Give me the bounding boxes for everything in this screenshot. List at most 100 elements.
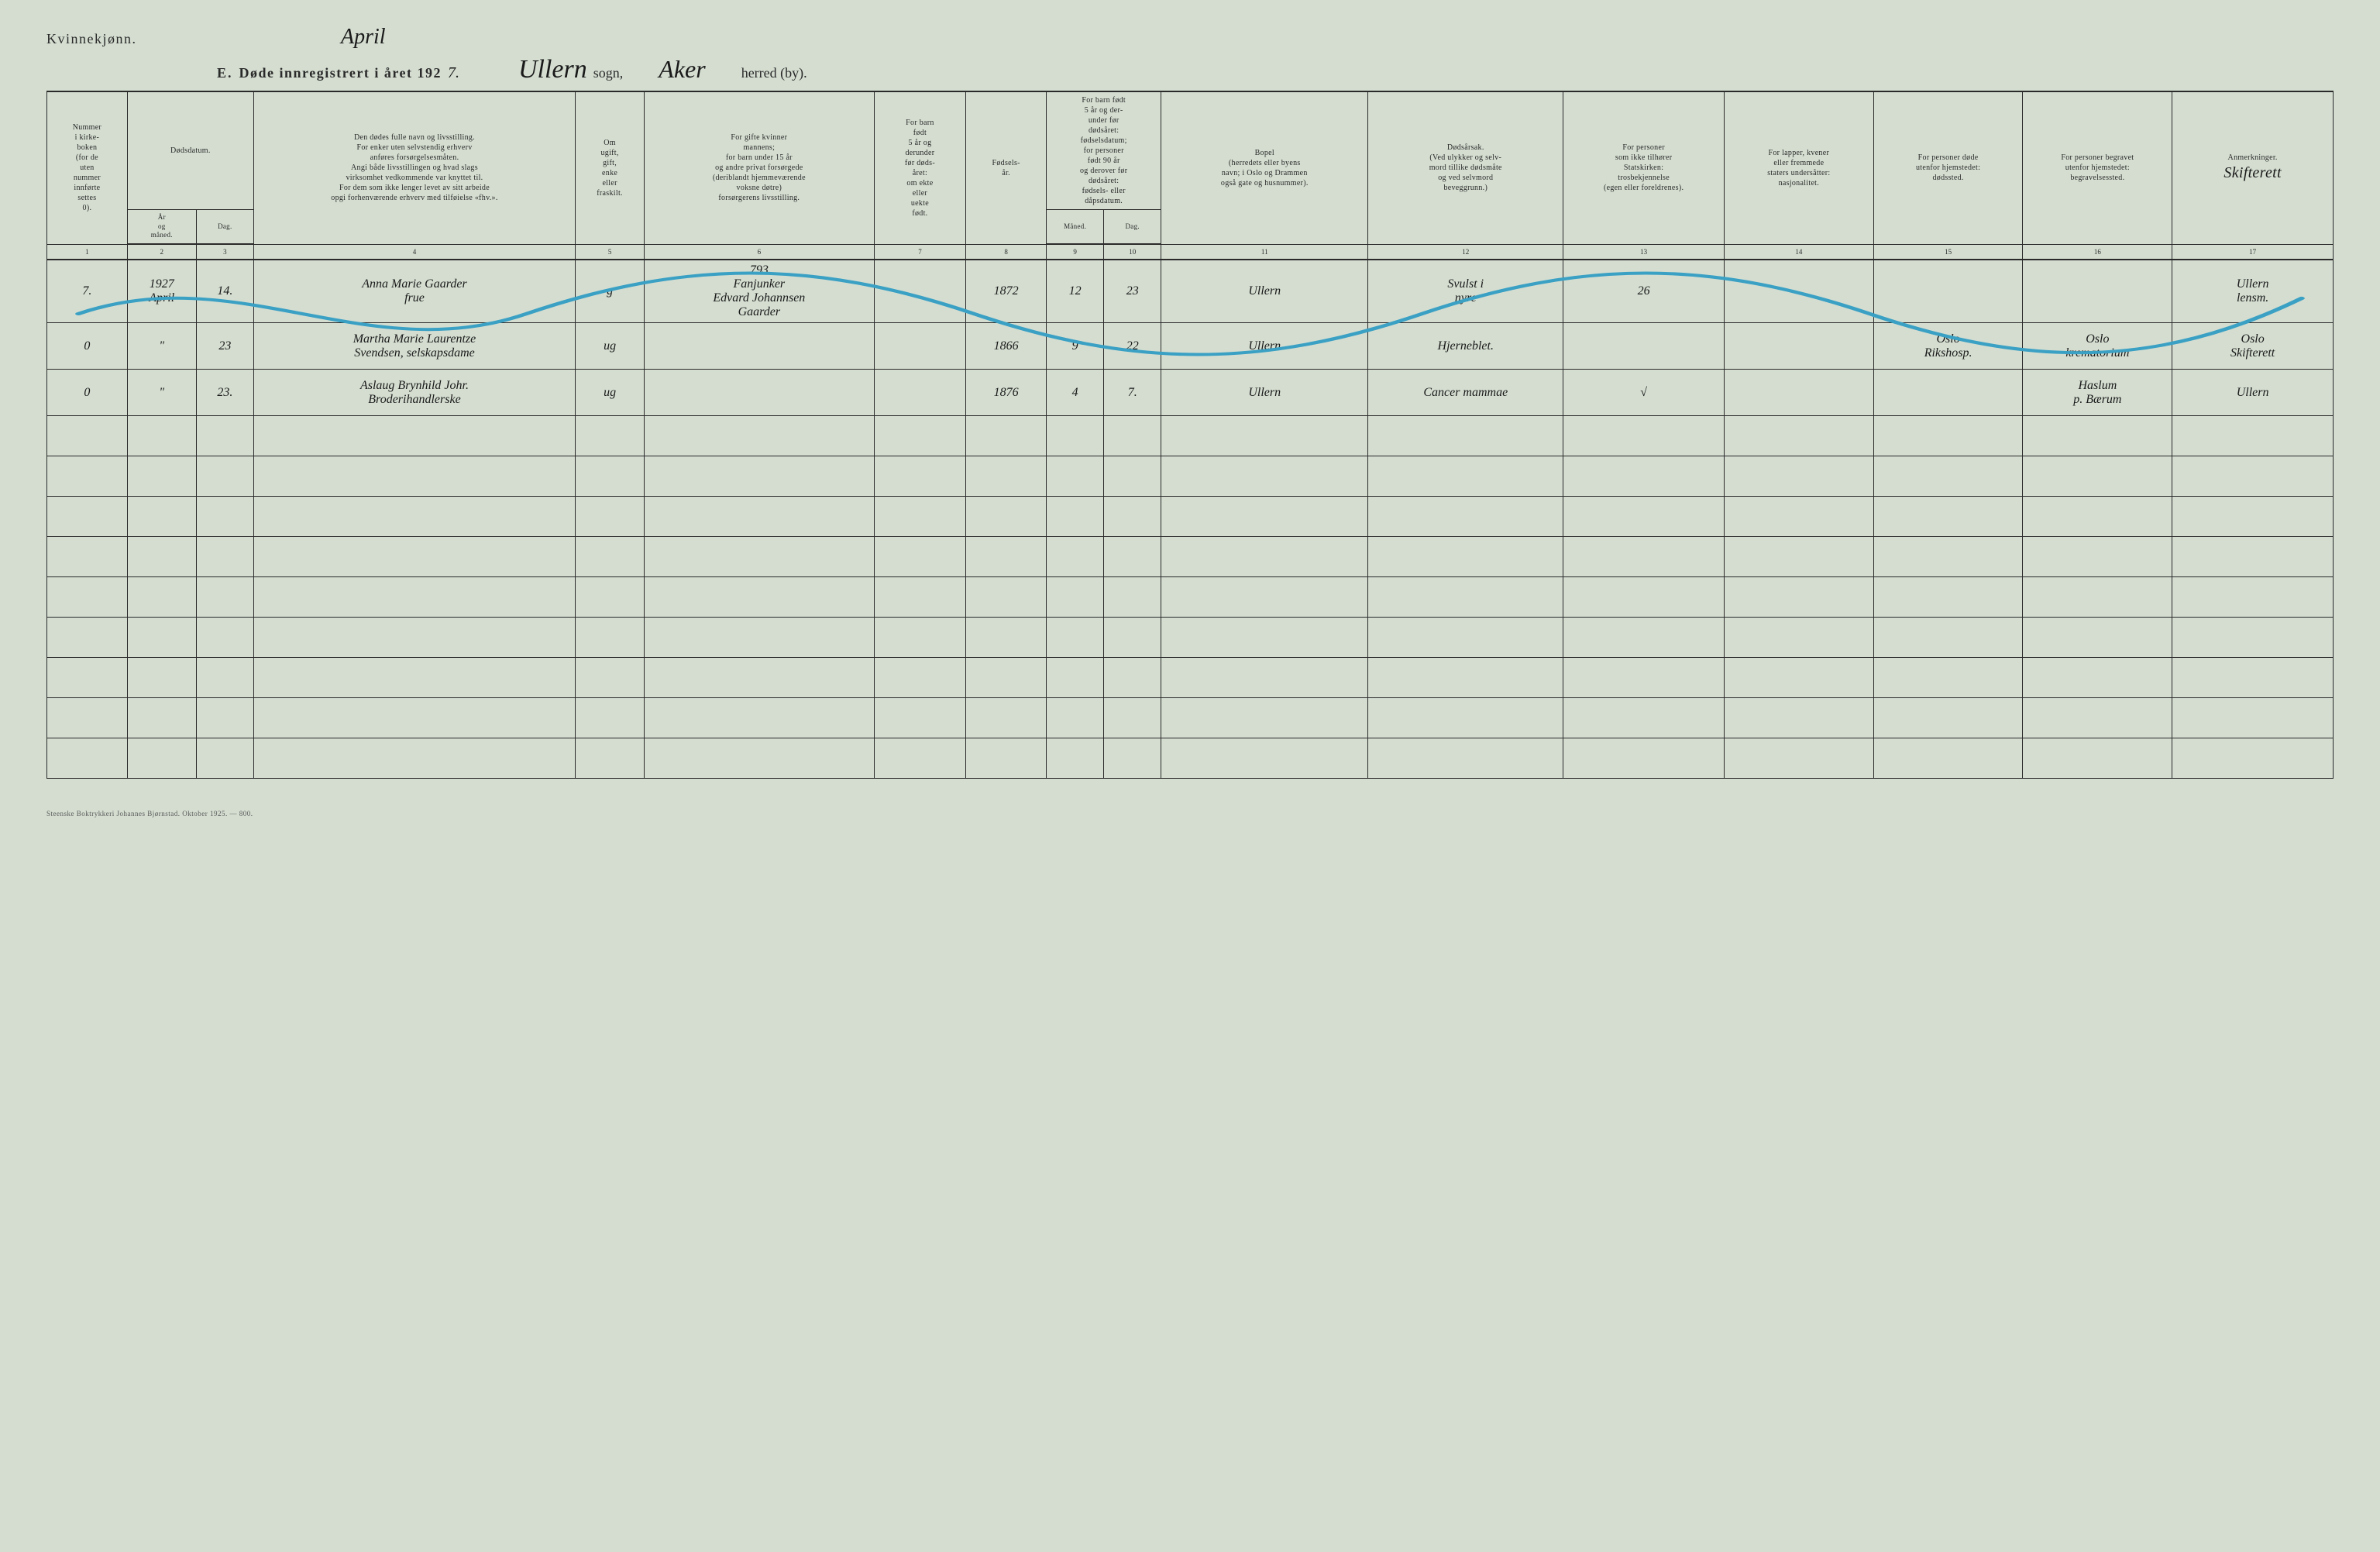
col-header-17-print: Anmerkninger.	[2228, 153, 2278, 162]
cell-empty	[1161, 658, 1368, 698]
cell-empty	[645, 456, 875, 497]
colnum: 9	[1047, 244, 1104, 260]
cell-empty	[1161, 618, 1368, 658]
cell-empty	[1104, 497, 1161, 537]
cell-empty	[1161, 738, 1368, 779]
cell-empty	[645, 416, 875, 456]
cell-empty	[47, 698, 128, 738]
cell-empty	[576, 658, 645, 698]
cell-birth_d: 7.	[1104, 370, 1161, 416]
col-subheader-9: Måned.	[1047, 210, 1104, 245]
cell-empty	[1161, 577, 1368, 618]
cell-empty	[1724, 416, 1873, 456]
cell-empty	[1104, 416, 1161, 456]
cell-birth_year: 1866	[966, 323, 1047, 370]
table-row-empty	[47, 658, 2334, 698]
col-header-9-10: For barn født5 år og der-under førdødsår…	[1047, 92, 1161, 210]
cell-c14	[1724, 370, 1873, 416]
cell-empty	[576, 577, 645, 618]
cell-status: ug	[576, 370, 645, 416]
cell-empty	[1873, 456, 2023, 497]
cell-c16: Haslump. Bærum	[2023, 370, 2172, 416]
cell-empty	[966, 416, 1047, 456]
cell-empty	[127, 698, 196, 738]
cell-empty	[966, 537, 1047, 577]
cell-empty	[1368, 577, 1563, 618]
cell-empty	[1873, 618, 2023, 658]
cell-empty	[645, 497, 875, 537]
cell-empty	[966, 618, 1047, 658]
table-row: 0"23.Aslaug Brynhild Johr.Broderihandler…	[47, 370, 2334, 416]
cell-empty	[874, 698, 966, 738]
cell-empty	[645, 577, 875, 618]
colnum: 8	[966, 244, 1047, 260]
ledger-page: April Kvinnekjønn. E. Døde innregistrert…	[46, 31, 2334, 817]
cell-empty	[1724, 658, 1873, 698]
cell-empty	[47, 416, 128, 456]
cell-birth_m: 9	[1047, 323, 1104, 370]
cell-empty	[2023, 456, 2172, 497]
table-row-empty	[47, 577, 2334, 618]
colnum: 13	[1563, 244, 1725, 260]
year-suffix: 7.	[448, 64, 459, 82]
cell-empty	[196, 416, 253, 456]
colnum: 3	[196, 244, 253, 260]
cell-cause: Svulst inyre	[1368, 260, 1563, 323]
cell-empty	[2023, 698, 2172, 738]
title-row: E. Døde innregistrert i året 192 7. Ulle…	[217, 55, 2334, 84]
cell-empty	[576, 537, 645, 577]
cell-c13: 26	[1563, 260, 1725, 323]
cell-empty	[645, 698, 875, 738]
cell-c13: √	[1563, 370, 1725, 416]
colnum: 14	[1724, 244, 1873, 260]
ledger-table: Nummeri kirke-boken(for deutennummerinnf…	[46, 92, 2334, 779]
cell-empty	[47, 456, 128, 497]
cell-empty	[47, 497, 128, 537]
col-header-17: Anmerkninger. Skifterett	[2172, 92, 2334, 244]
footer-imprint: Steenske Boktrykkeri Johannes Bjørnstad.…	[46, 810, 2334, 817]
cell-empty	[2023, 618, 2172, 658]
cell-num: 7.	[47, 260, 128, 323]
cell-name: Anna Marie Gaarderfrue	[253, 260, 575, 323]
cell-empty	[1047, 577, 1104, 618]
cell-empty	[1161, 698, 1368, 738]
colnum: 11	[1161, 244, 1368, 260]
table-row-empty	[47, 456, 2334, 497]
colnum: 6	[645, 244, 875, 260]
cell-empty	[2172, 738, 2334, 779]
cell-empty	[576, 456, 645, 497]
cell-num: 0	[47, 370, 128, 416]
cell-empty	[1104, 537, 1161, 577]
colnum: 5	[576, 244, 645, 260]
table-row-empty	[47, 618, 2334, 658]
cell-day: 23	[196, 323, 253, 370]
colnum: 10	[1104, 244, 1161, 260]
table-row: 0"23Martha Marie LaurentzeSvendsen, sels…	[47, 323, 2334, 370]
cell-empty	[2172, 658, 2334, 698]
cell-residence: Ullern	[1161, 260, 1368, 323]
cell-birth_m: 12	[1047, 260, 1104, 323]
cell-empty	[874, 618, 966, 658]
cell-birth_year: 1876	[966, 370, 1047, 416]
cell-spouse	[645, 323, 875, 370]
cell-empty	[1563, 537, 1725, 577]
cell-empty	[127, 738, 196, 779]
cell-empty	[1104, 698, 1161, 738]
col-header-11: Bopel(herredets eller byensnavn; i Oslo …	[1161, 92, 1368, 244]
cell-empty	[874, 416, 966, 456]
cell-empty	[47, 537, 128, 577]
cell-empty	[2023, 658, 2172, 698]
cell-residence: Ullern	[1161, 370, 1368, 416]
cell-empty	[1873, 698, 2023, 738]
cell-num: 0	[47, 323, 128, 370]
col-header-13: For personersom ikke tilhørerStatskirken…	[1563, 92, 1725, 244]
cell-c13	[1563, 323, 1725, 370]
cell-c16: Oslokrematorium	[2023, 323, 2172, 370]
cell-empty	[1563, 456, 1725, 497]
cell-empty	[253, 416, 575, 456]
colnum: 17	[2172, 244, 2334, 260]
cell-empty	[1873, 658, 2023, 698]
cell-empty	[1047, 456, 1104, 497]
col-header-12: Dødsårsak.(Ved ulykker og selv-mord till…	[1368, 92, 1563, 244]
cell-empty	[2023, 497, 2172, 537]
